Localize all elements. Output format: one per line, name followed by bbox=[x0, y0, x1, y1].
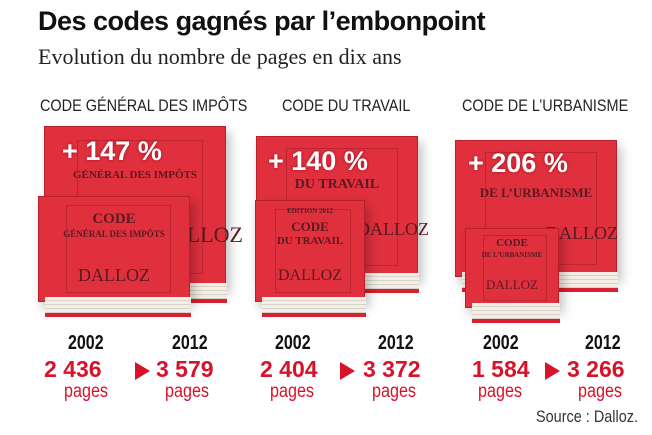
year-to: 2012 bbox=[585, 332, 621, 354]
unit-label: pages bbox=[478, 381, 523, 402]
arrow-right-icon bbox=[340, 362, 355, 380]
year-from: 2002 bbox=[68, 332, 104, 354]
unit-label: pages bbox=[372, 381, 417, 402]
unit-label: pages bbox=[270, 381, 315, 402]
column-header-travail: CODE DU TRAVAIL bbox=[282, 96, 411, 115]
increase-badge: + 140 % bbox=[268, 146, 368, 176]
pages-to: 3 372 bbox=[363, 356, 421, 382]
pages-from: 2 404 bbox=[260, 356, 318, 382]
unit-label: pages bbox=[64, 381, 109, 402]
book-2002-impots: CODE GÉNÉRAL DES IMPÔTS DALLOZ bbox=[38, 196, 191, 317]
pages-to: 3 579 bbox=[156, 356, 214, 382]
year-from: 2002 bbox=[483, 332, 519, 354]
year-to: 2012 bbox=[378, 332, 414, 354]
arrow-right-icon bbox=[135, 362, 150, 380]
infographic-subtitle: Evolution du nombre de pages en dix ans bbox=[38, 44, 402, 69]
book-2002-travail: EDITION 2012 CODE DU TRAVAIL DALLOZ bbox=[255, 200, 366, 317]
increase-badge: + 206 % bbox=[468, 148, 568, 178]
year-from: 2002 bbox=[275, 332, 311, 354]
unit-label: pages bbox=[165, 381, 210, 402]
increase-badge: + 147 % bbox=[62, 136, 162, 166]
pages-from: 2 436 bbox=[44, 356, 102, 382]
infographic-title: Des codes gagnés par l’embonpoint bbox=[38, 6, 486, 36]
arrow-right-icon bbox=[545, 362, 560, 380]
column-header-impots: CODE GÉNÉRAL DES IMPÔTS bbox=[40, 96, 248, 115]
unit-label: pages bbox=[578, 381, 623, 402]
pages-to: 3 266 bbox=[567, 356, 625, 382]
book-2002-urbanisme: CODE DE L’URBANISME DALLOZ bbox=[465, 228, 560, 323]
source-note: Source : Dalloz. bbox=[536, 407, 638, 426]
year-to: 2012 bbox=[172, 332, 208, 354]
pages-from: 1 584 bbox=[472, 356, 530, 382]
column-header-urbanisme: CODE DE L’URBANISME bbox=[462, 96, 629, 115]
